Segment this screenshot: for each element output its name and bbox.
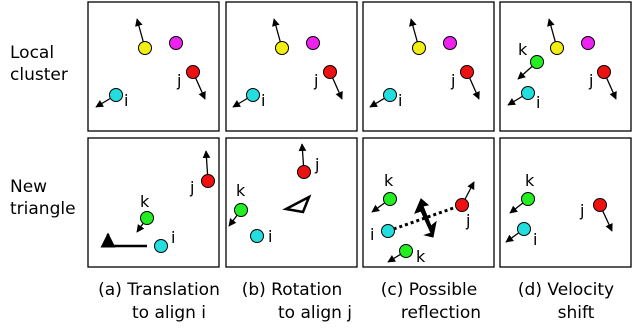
triangle-a: j k i [100, 150, 215, 253]
reflection-double-arrow [414, 198, 437, 238]
panel-c-top [362, 1, 495, 132]
panel-d-bottom [499, 137, 632, 268]
label-i: i [171, 228, 175, 247]
rotation-triangle-icon [282, 194, 312, 214]
label-i: i [268, 227, 272, 246]
particle-k [530, 55, 544, 69]
caption-line: to align i [131, 303, 207, 323]
particle-i [521, 86, 535, 100]
panel-a-bottom [87, 137, 220, 268]
caption-a: (a) Translation to align i [84, 279, 234, 325]
caption-line: to align j [277, 303, 353, 323]
label-k: k [236, 181, 246, 200]
panel-b-top [225, 1, 358, 132]
caption-line: (d) Velocity [517, 280, 615, 300]
label-j: j [314, 155, 319, 174]
particle-yellow [275, 41, 289, 55]
label-k: k [384, 171, 394, 190]
translation-arrow [100, 232, 147, 248]
particle-j [460, 65, 474, 79]
particle-j [593, 198, 607, 212]
caption-line: reflection [400, 303, 482, 323]
particle-k-reflected [399, 244, 413, 258]
label-i: i [261, 91, 265, 110]
caption-line: (c) Possible [380, 280, 478, 300]
label-k: k [416, 247, 426, 266]
mirror-line [387, 203, 463, 233]
particle-k-original [383, 192, 397, 206]
cluster-b-top: j i [232, 18, 343, 110]
row-label-line: triangle [10, 199, 76, 219]
cluster-a-top: j i [95, 18, 206, 110]
label-i: i [370, 225, 374, 244]
particle-k [140, 211, 154, 225]
label-j: j [450, 71, 455, 90]
row-label-line: cluster [10, 65, 68, 85]
particle-i [246, 88, 260, 102]
label-j: j [176, 71, 181, 90]
particle-k [521, 192, 535, 206]
row-label-line: New [10, 177, 48, 197]
particle-i [250, 229, 264, 243]
caption-line: shift [557, 303, 595, 323]
particle-i [381, 224, 395, 238]
particle-yellow [550, 41, 564, 55]
particle-yellow [412, 41, 426, 55]
particle-i [517, 222, 531, 236]
panel-b-bottom [225, 137, 358, 268]
caption-line: (a) Translation [98, 280, 220, 300]
particle-magenta [306, 36, 320, 50]
caption-d: (d) Velocity shift [501, 279, 631, 325]
label-j: j [588, 71, 593, 90]
particle-i [383, 88, 397, 102]
panel-a-top [87, 1, 220, 132]
particle-j [186, 65, 200, 79]
triangle-c: j k i k [370, 171, 475, 266]
label-k: k [518, 40, 528, 59]
triangle-b: j k i [228, 143, 319, 246]
particle-yellow [138, 41, 152, 55]
row-label-local-cluster: Local cluster [10, 42, 68, 86]
particle-j [455, 198, 469, 212]
triangle-d: j k i [505, 171, 613, 249]
label-i: i [124, 91, 128, 110]
label-i: i [533, 230, 537, 249]
particle-j [297, 165, 311, 179]
caption-c: (c) Possible reflection [364, 279, 494, 325]
particle-j [597, 65, 611, 79]
particle-magenta [581, 36, 595, 50]
label-j: j [313, 71, 318, 90]
caption-line: (b) Rotation [241, 280, 343, 300]
particle-magenta [443, 36, 457, 50]
row-label-new-triangle: New triangle [10, 176, 76, 220]
panel-c-bottom [362, 137, 495, 268]
row-label-line: Local [10, 43, 55, 63]
label-k: k [525, 171, 535, 190]
particle-j [201, 174, 215, 188]
label-k: k [140, 192, 150, 211]
particle-k [234, 203, 248, 217]
particle-i [109, 88, 123, 102]
particle-magenta [169, 36, 183, 50]
cluster-c-top: j i [369, 18, 480, 110]
label-i: i [398, 91, 402, 110]
label-i: i [536, 93, 540, 112]
label-j: j [189, 178, 194, 197]
cluster-d-top: j k i [507, 18, 617, 112]
panel-d-top [499, 1, 632, 132]
label-j: j [579, 201, 584, 220]
label-j: j [465, 211, 470, 230]
particle-i [154, 239, 168, 253]
caption-b: (b) Rotation to align j [227, 279, 357, 325]
particle-j [323, 65, 337, 79]
